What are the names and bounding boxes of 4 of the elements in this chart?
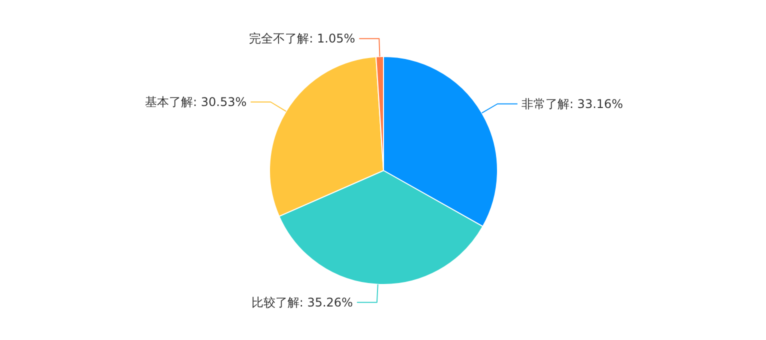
- slice-label: 比较了解: 35.26%: [251, 295, 353, 310]
- slice-label: 非常了解: 33.16%: [521, 96, 624, 111]
- slice-label: 完全不了解: 1.05%: [249, 32, 356, 46]
- slice-label: 基本了解: 30.53%: [145, 94, 247, 109]
